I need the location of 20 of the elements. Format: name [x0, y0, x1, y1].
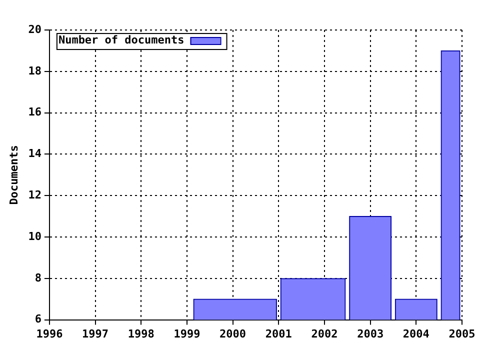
y-tick-label: 8	[34, 271, 42, 284]
y-tick-label: 10	[28, 230, 42, 243]
y-tick-label: 6	[34, 312, 42, 326]
y-axis-title: Documents	[7, 145, 20, 205]
y-tick-label: 12	[28, 188, 42, 202]
y-tick-label: 16	[28, 106, 42, 119]
x-tick-label: 2005	[448, 327, 476, 340]
x-tick-label: 2004	[402, 327, 430, 340]
x-tick-label: 2002	[311, 327, 338, 340]
x-tick-label: 1997	[82, 327, 109, 340]
legend-label: Number of documents	[58, 33, 184, 46]
x-tick-label: 1996	[36, 327, 64, 340]
x-tick-label: 1999	[174, 327, 200, 340]
x-tick-label: 1998	[128, 327, 154, 340]
y-tick-label: 20	[28, 22, 42, 36]
y-tick-label: 14	[28, 147, 42, 160]
x-tick-label: 2001	[265, 327, 292, 340]
y-tick-label: 18	[28, 64, 42, 78]
x-tick-label: 2000	[220, 327, 246, 340]
x-tick-label: 2003	[357, 327, 384, 340]
